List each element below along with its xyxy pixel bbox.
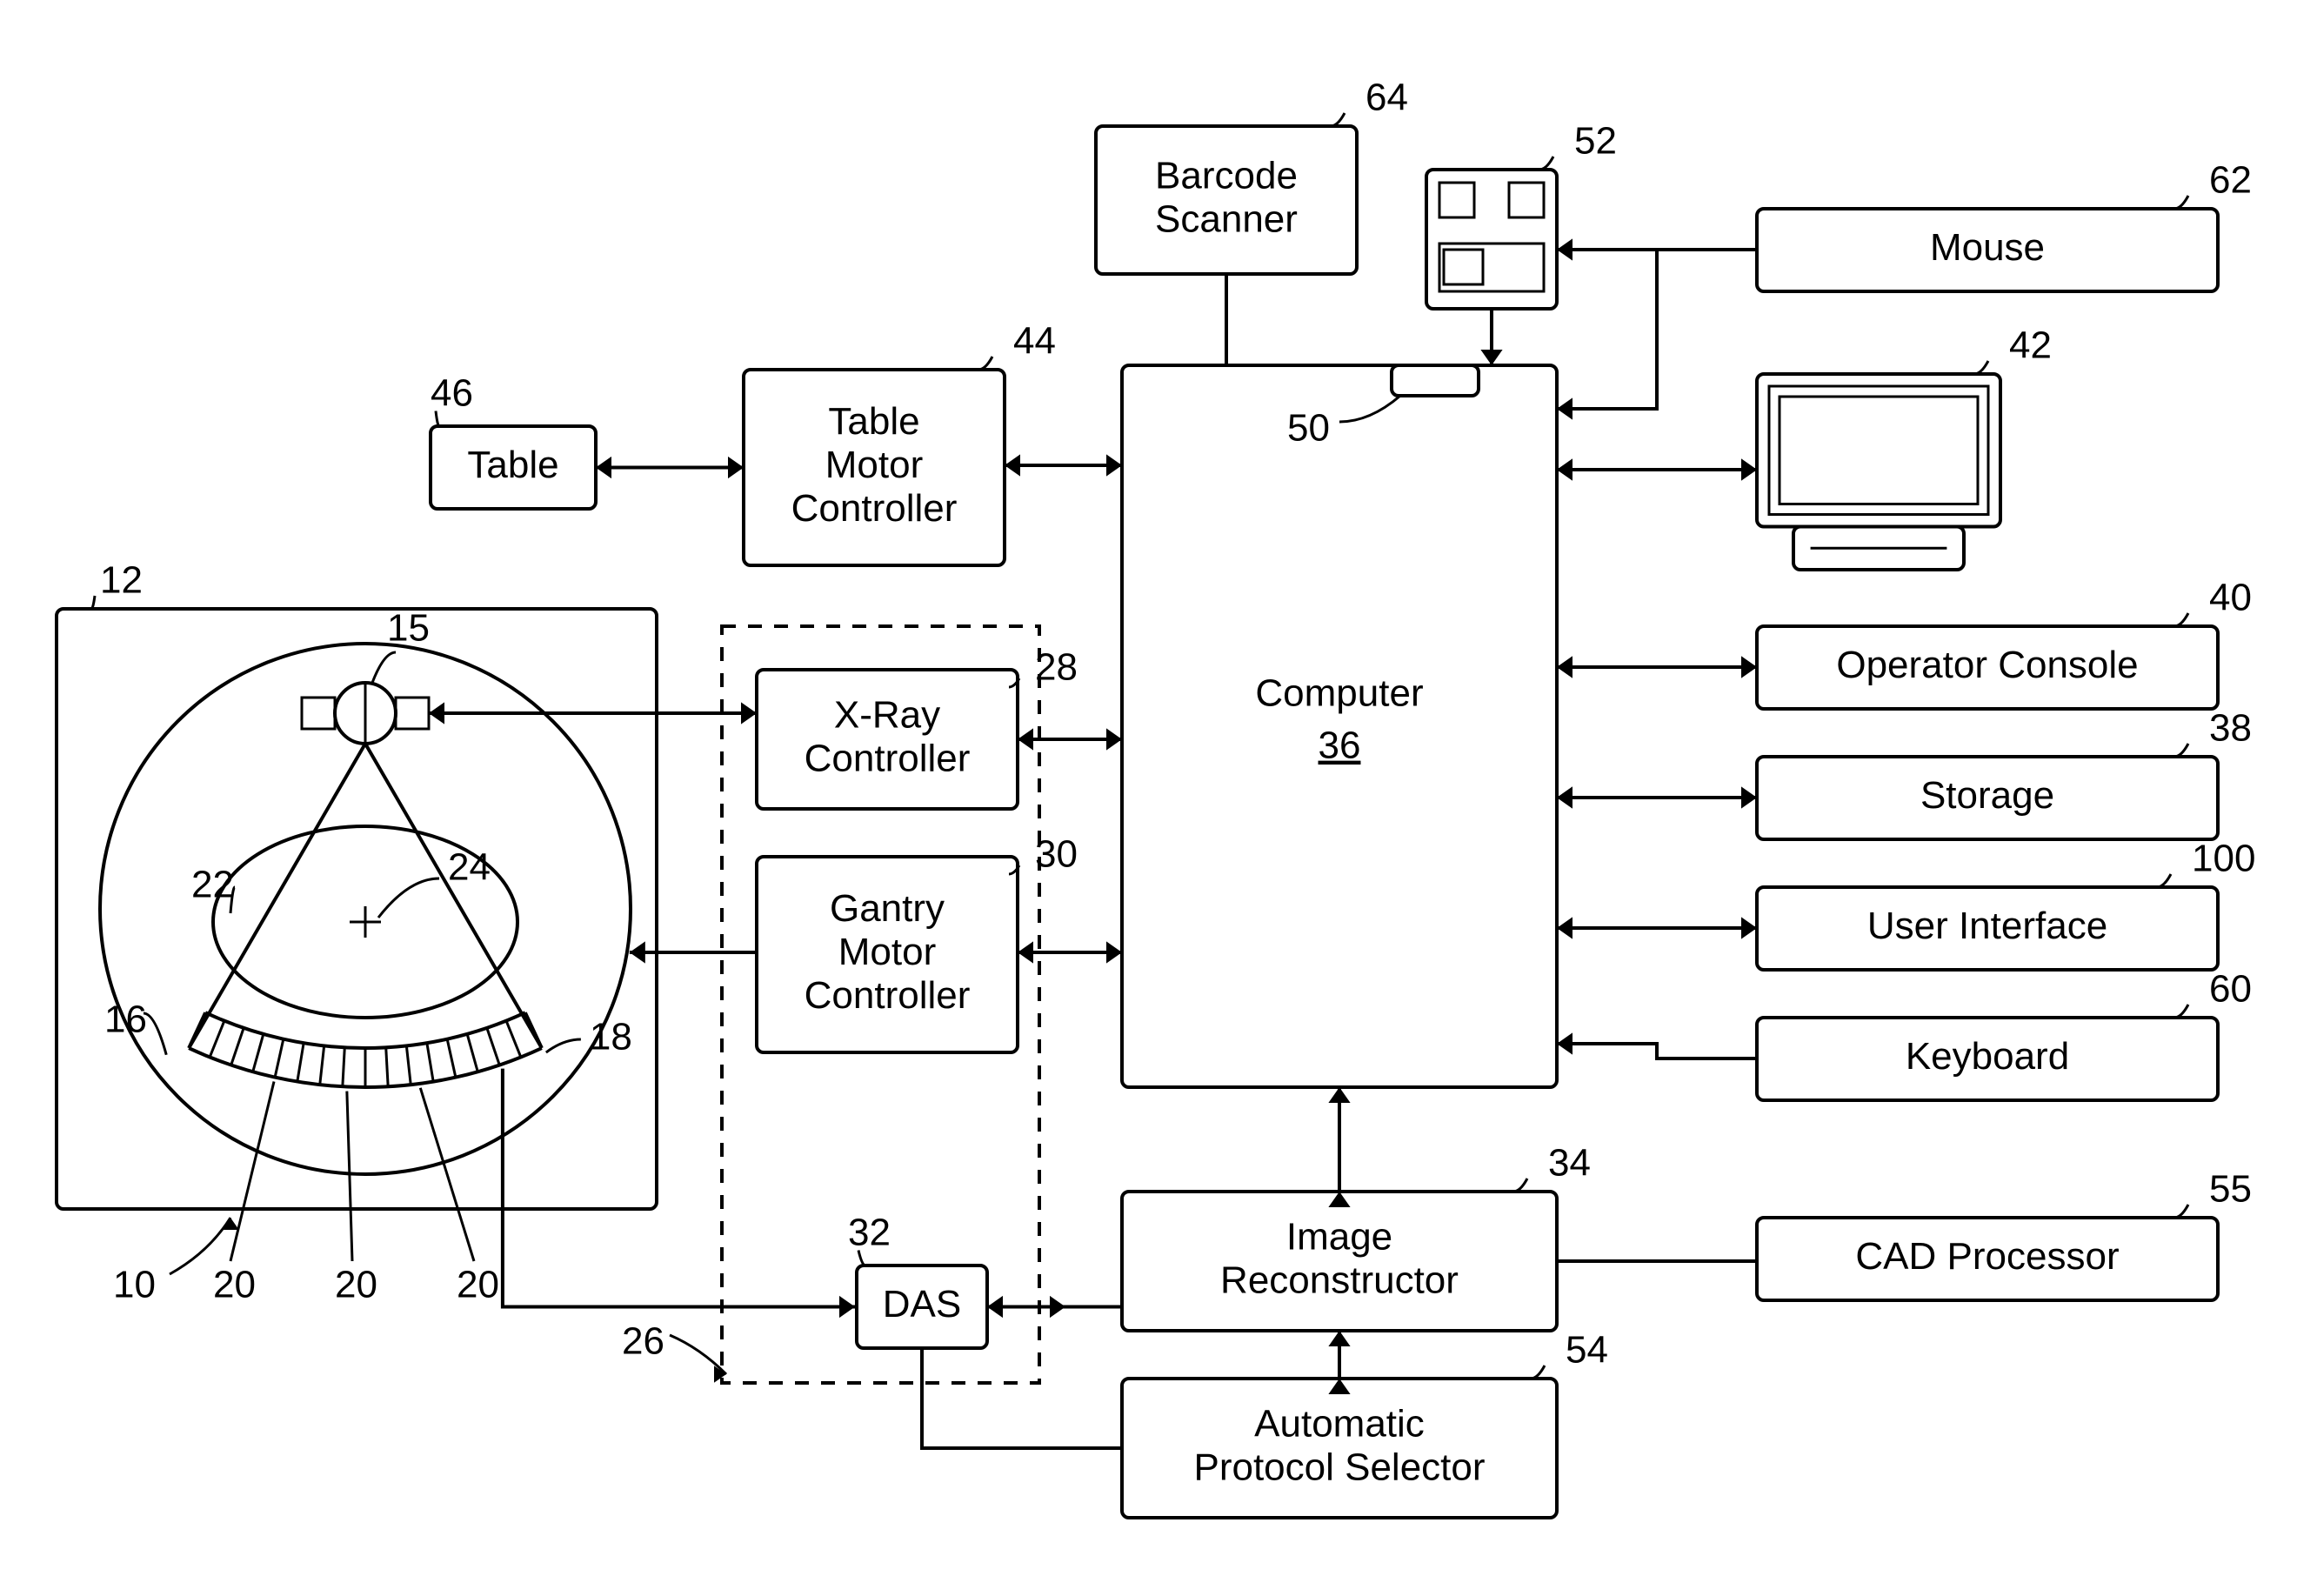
svg-text:Barcode: Barcode — [1155, 155, 1298, 197]
svg-text:Controller: Controller — [805, 974, 971, 1017]
svg-text:64: 64 — [1365, 77, 1408, 119]
svg-text:15: 15 — [387, 607, 430, 650]
svg-text:Storage: Storage — [1920, 774, 2054, 817]
svg-text:46: 46 — [431, 372, 473, 415]
svg-text:Gantry: Gantry — [830, 887, 945, 930]
svg-text:Image: Image — [1286, 1216, 1392, 1259]
svg-text:24: 24 — [448, 846, 491, 889]
media-reader — [1426, 170, 1557, 309]
svg-text:55: 55 — [2209, 1168, 2252, 1211]
svg-text:12: 12 — [100, 559, 143, 602]
svg-text:100: 100 — [2192, 838, 2255, 880]
svg-text:20: 20 — [457, 1264, 499, 1306]
svg-text:22: 22 — [191, 864, 234, 906]
svg-text:Motor: Motor — [825, 444, 923, 486]
svg-text:16: 16 — [104, 998, 147, 1041]
svg-text:20: 20 — [335, 1264, 377, 1306]
svg-text:40: 40 — [2209, 577, 2252, 619]
svg-text:32: 32 — [848, 1212, 891, 1254]
svg-text:Keyboard: Keyboard — [1906, 1035, 2069, 1078]
svg-text:20: 20 — [213, 1264, 256, 1306]
svg-text:Mouse: Mouse — [1930, 226, 2045, 269]
svg-text:Automatic: Automatic — [1254, 1403, 1425, 1446]
svg-text:DAS: DAS — [883, 1283, 961, 1326]
svg-text:28: 28 — [1035, 646, 1078, 689]
svg-text:26: 26 — [622, 1320, 664, 1363]
svg-text:18: 18 — [590, 1016, 632, 1058]
svg-text:52: 52 — [1574, 120, 1617, 163]
svg-text:Table: Table — [467, 444, 558, 486]
svg-text:34: 34 — [1548, 1142, 1591, 1185]
svg-text:54: 54 — [1566, 1329, 1608, 1372]
svg-text:38: 38 — [2209, 707, 2252, 750]
svg-text:CAD Processor: CAD Processor — [1855, 1235, 2119, 1278]
svg-text:Reconstructor: Reconstructor — [1220, 1259, 1459, 1302]
svg-text:X-Ray: X-Ray — [834, 694, 940, 737]
svg-text:Scanner: Scanner — [1155, 198, 1298, 241]
svg-text:50: 50 — [1287, 407, 1330, 450]
svg-text:Controller: Controller — [805, 738, 971, 780]
media-slot — [1392, 365, 1479, 396]
gantry-frame — [57, 609, 657, 1209]
svg-text:36: 36 — [1319, 725, 1361, 767]
svg-text:44: 44 — [1013, 320, 1056, 363]
svg-text:Operator Console: Operator Console — [1836, 644, 2138, 686]
svg-text:10: 10 — [113, 1264, 156, 1306]
svg-text:Table: Table — [828, 400, 919, 443]
svg-text:60: 60 — [2209, 968, 2252, 1011]
svg-text:Controller: Controller — [791, 487, 958, 530]
svg-text:Protocol Selector: Protocol Selector — [1193, 1446, 1485, 1489]
svg-text:30: 30 — [1035, 833, 1078, 876]
svg-text:62: 62 — [2209, 159, 2252, 202]
svg-text:Motor: Motor — [838, 931, 936, 973]
svg-text:42: 42 — [2009, 324, 2052, 367]
svg-text:Computer: Computer — [1255, 672, 1423, 715]
svg-text:User Interface: User Interface — [1867, 905, 2107, 947]
